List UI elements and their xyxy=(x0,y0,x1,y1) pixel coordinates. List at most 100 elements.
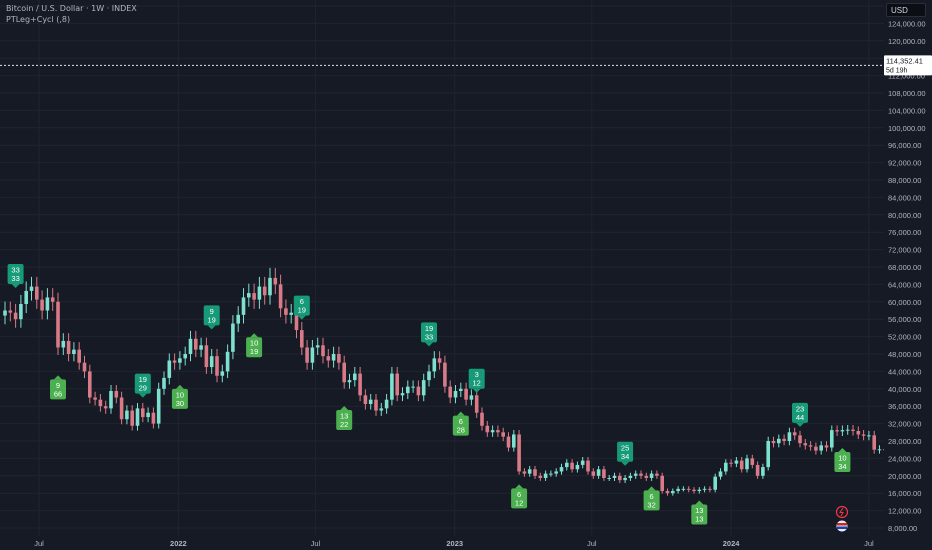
candle xyxy=(851,425,855,436)
candle xyxy=(586,456,590,475)
candle xyxy=(331,346,336,368)
candle xyxy=(469,389,474,406)
candle xyxy=(512,429,516,452)
candle xyxy=(474,389,479,418)
signal-top-value: 9 xyxy=(56,381,60,390)
x-tick-label: Jul xyxy=(587,539,597,548)
signal-top-value: 10 xyxy=(838,454,846,463)
candle xyxy=(676,486,680,494)
candle xyxy=(236,306,240,332)
y-tick-label: 12,000.00 xyxy=(888,507,921,516)
event-flag-icon[interactable] xyxy=(836,520,848,532)
candle xyxy=(570,459,574,473)
candle xyxy=(814,442,818,455)
candle xyxy=(543,470,548,481)
signal-top-value: 13 xyxy=(340,411,348,420)
y-tick-label: 24,000.00 xyxy=(888,454,921,463)
candle xyxy=(119,391,124,425)
candle xyxy=(130,405,134,431)
candle xyxy=(151,407,156,429)
candle xyxy=(199,337,203,358)
candle xyxy=(697,487,702,494)
candle xyxy=(835,425,839,437)
signal-top-value: 19 xyxy=(425,324,433,333)
signal-bottom-value: 19 xyxy=(250,347,258,356)
candle xyxy=(103,400,108,414)
candle xyxy=(146,407,150,423)
y-tick-label: 88,000.00 xyxy=(888,176,921,185)
candle xyxy=(315,337,320,356)
candle xyxy=(337,346,341,370)
candle xyxy=(278,274,283,318)
candle xyxy=(215,348,219,383)
signal-top-value: 25 xyxy=(621,443,629,452)
candle xyxy=(453,384,458,404)
price-scale[interactable]: 8,000.00 12,000.00 16,000.00 20,000.00 24,00… xyxy=(884,0,932,550)
candle xyxy=(575,461,580,473)
candle xyxy=(88,364,92,404)
y-tick-label: 60,000.00 xyxy=(888,298,921,307)
last-price-value: 114,352.41 xyxy=(886,56,923,65)
candle xyxy=(135,402,140,431)
candle xyxy=(872,430,876,454)
candle xyxy=(459,382,463,397)
candle xyxy=(618,472,622,484)
indicator-title[interactable]: PTLeg+Cycl (,8) xyxy=(6,15,71,24)
candle xyxy=(702,486,707,493)
candle xyxy=(50,288,55,311)
y-tick-label: 44,000.00 xyxy=(888,367,921,376)
alert-icon[interactable] xyxy=(835,505,849,519)
candlestick-series[interactable] xyxy=(3,25,932,496)
candle xyxy=(745,454,749,473)
signal-bottom-value: 34 xyxy=(621,452,629,461)
signal-top-value: 33 xyxy=(11,265,19,274)
candle xyxy=(24,281,28,314)
y-tick-label: 108,000.00 xyxy=(888,89,926,98)
candle xyxy=(432,351,437,379)
y-tick-label: 20,000.00 xyxy=(888,472,921,481)
candle xyxy=(384,393,389,414)
candle xyxy=(56,292,60,356)
y-tick-label: 68,000.00 xyxy=(888,263,921,272)
y-tick-label: 16,000.00 xyxy=(888,489,921,498)
candle xyxy=(61,333,66,356)
candle xyxy=(427,364,431,387)
candle xyxy=(358,366,362,402)
y-tick-label: 120,000.00 xyxy=(888,37,926,46)
candle xyxy=(522,468,527,477)
signal-bottom-value: 19 xyxy=(208,315,216,324)
signal-bottom-value: 66 xyxy=(54,389,62,398)
candle xyxy=(724,459,728,475)
candle xyxy=(639,470,643,479)
candle xyxy=(681,486,686,492)
candle xyxy=(13,303,18,328)
time-scale[interactable]: Jul2022Jul2023Jul2024Jul2025Jul xyxy=(34,539,932,548)
candle xyxy=(262,276,267,305)
candle xyxy=(480,407,484,431)
signal-label: 612 xyxy=(511,484,528,509)
y-tick-label: 80,000.00 xyxy=(888,211,921,220)
candle xyxy=(353,366,357,387)
candle xyxy=(718,468,723,480)
candle xyxy=(877,445,882,454)
signal-label: 919 xyxy=(203,305,220,330)
candle xyxy=(464,382,468,406)
candle xyxy=(178,351,182,370)
candle xyxy=(77,342,81,370)
candle xyxy=(665,488,670,496)
candle xyxy=(771,436,776,448)
signal-label: 632 xyxy=(643,486,660,511)
candle xyxy=(8,301,13,322)
signal-label: 312 xyxy=(468,368,485,393)
signal-top-value: 10 xyxy=(176,390,184,399)
candle xyxy=(395,366,399,402)
candle xyxy=(98,393,103,412)
candle xyxy=(162,371,166,395)
currency-button[interactable]: USD xyxy=(886,3,926,17)
symbol-title[interactable]: Bitcoin / U.S. Dollar · 1W · INDEX xyxy=(6,4,137,13)
